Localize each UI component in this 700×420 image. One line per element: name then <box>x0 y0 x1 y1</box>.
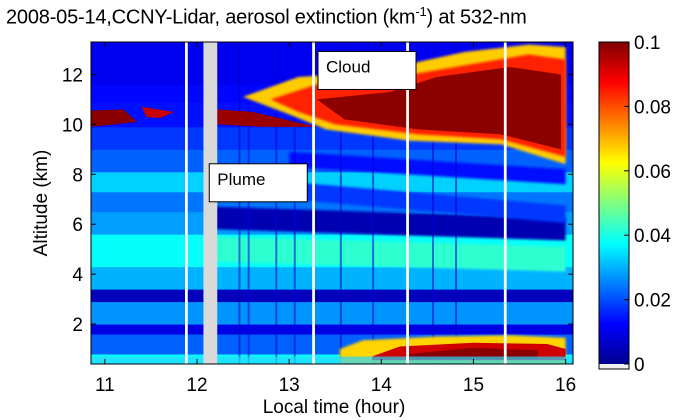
y-tick-label: 12 <box>62 65 83 86</box>
signal-streak <box>275 42 278 364</box>
aerosol-sublayer <box>289 151 566 185</box>
colorbar-gradient <box>599 42 629 364</box>
colorbar-tick-label: 0 <box>634 355 645 376</box>
aerosol-layer-blob <box>91 109 138 127</box>
data-gap-line <box>503 42 507 364</box>
x-tick-label: 14 <box>371 375 393 396</box>
y-tick-label: 6 <box>72 215 83 236</box>
colorbar-nodata-swatch <box>599 364 629 369</box>
aerosol-layer-blob <box>141 106 174 119</box>
annotation-label: Cloud <box>326 57 370 76</box>
y-tick-label: 2 <box>72 315 83 336</box>
chart-title: 2008-05-14,CCNY-Lidar, aerosol extinctio… <box>6 4 527 30</box>
altitude-band <box>91 324 573 335</box>
colorbar: 0 0.02 0.04 0.06 0.08 0.1 <box>598 33 671 376</box>
data-gap-line <box>185 42 188 364</box>
signal-streak <box>247 42 250 364</box>
y-axis-label: Altitude (km) <box>31 150 52 257</box>
annotation-cloud: Cloud <box>317 50 417 90</box>
data-gap-line <box>312 42 315 364</box>
annotation-box <box>317 50 417 90</box>
plot-frame <box>90 41 574 365</box>
y-tick-label: 4 <box>72 265 83 286</box>
data-gaps <box>185 42 507 364</box>
title-tail: ) at 532-nm <box>426 6 527 29</box>
x-axis: 11 12 13 14 15 16 <box>95 42 576 396</box>
x-tick-label: 16 <box>555 375 576 396</box>
annotation-label: Plume <box>217 170 265 189</box>
altitude-band <box>91 289 573 303</box>
title-superscript: -1 <box>415 4 427 19</box>
y-tick-label: 8 <box>72 165 83 186</box>
annotations: Cloud Plume <box>208 50 417 203</box>
data-gap-line <box>406 42 409 364</box>
annotation-box <box>208 163 308 203</box>
cloud-core <box>316 66 562 150</box>
annotation-plume: Plume <box>208 163 308 203</box>
y-tick-label: 10 <box>62 115 83 136</box>
colorbar-tick-label: 0.08 <box>634 97 671 118</box>
signal-streak <box>238 42 241 364</box>
data-gap-wide <box>203 42 218 364</box>
title-main: 2008-05-14,CCNY-Lidar, aerosol extinctio… <box>6 6 416 29</box>
signal-streak <box>293 42 296 364</box>
extinction-field <box>91 42 573 364</box>
x-axis-label: Local time (hour) <box>263 397 406 418</box>
x-tick-label: 12 <box>186 375 207 396</box>
colorbar-ticks: 0 0.02 0.04 0.06 0.08 0.1 <box>624 33 671 376</box>
altitude-band <box>91 301 573 325</box>
signal-streak <box>431 42 434 364</box>
x-tick-label: 13 <box>279 375 300 396</box>
signal-streak <box>455 42 458 364</box>
aerosol-layer-blob <box>217 109 317 127</box>
near-ground-strip <box>91 356 573 364</box>
y-axis: 2 4 6 8 10 12 <box>62 65 573 336</box>
colorbar-frame <box>598 41 630 370</box>
x-tick-label: 15 <box>463 375 484 396</box>
colorbar-tick-label: 0.1 <box>634 33 660 54</box>
signal-streak <box>372 42 375 364</box>
colorbar-tick-label: 0.04 <box>634 226 671 247</box>
altitude-band <box>91 266 573 290</box>
aerosol-sublayer <box>215 236 566 272</box>
plot-area <box>90 41 574 365</box>
colorbar-tick-label: 0.02 <box>634 291 671 312</box>
colorbar-tick-label: 0.06 <box>634 162 671 183</box>
signal-streak <box>339 42 342 364</box>
x-tick-label: 11 <box>95 375 115 396</box>
